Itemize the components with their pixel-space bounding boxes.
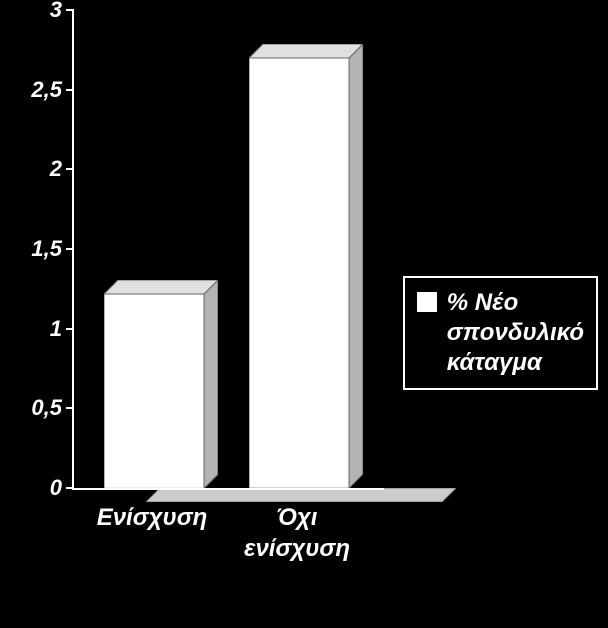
x-tick-label: Όχι ενίσχυση: [227, 502, 367, 564]
y-tick-label: 1,5: [31, 236, 62, 262]
y-tick-label: 0,5: [31, 395, 62, 421]
bar-chart: 0 0,5 1 1,5 2 2,5 3 ΕνίσχυσηΌχι ενίσχυση % Νέο…: [0, 0, 608, 628]
legend-swatch: [417, 292, 437, 312]
y-tick-label: 3: [50, 0, 62, 23]
x-axis-line: [72, 488, 384, 490]
bar: [249, 44, 363, 488]
y-tick-label: 1: [50, 316, 62, 342]
legend-label: % Νέο σπονδυλικό κάταγμα: [447, 288, 584, 378]
x-tick-label: Ενίσχυση: [82, 502, 222, 533]
legend: % Νέο σπονδυλικό κάταγμα: [403, 276, 598, 390]
plot-area: [72, 10, 382, 488]
y-tick-label: 2: [50, 156, 62, 182]
y-axis: 00,511,522,53: [0, 10, 72, 500]
y-tick-label: 2,5: [31, 77, 62, 103]
chart-floor-3d: [146, 488, 456, 502]
bar: [104, 280, 218, 488]
y-tick-label: 0: [50, 475, 62, 501]
